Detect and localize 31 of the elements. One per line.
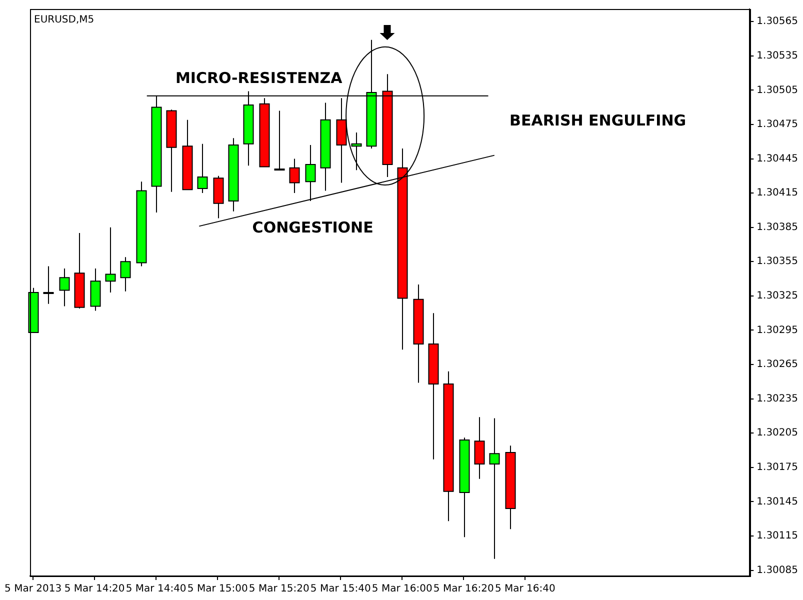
- candlestick: [474, 416, 485, 480]
- y-tick-label: 1.30325: [756, 290, 798, 302]
- annotation: MICRO-RESISTENZA: [175, 69, 343, 88]
- y-tick-label: 1.30085: [756, 564, 798, 576]
- y-tick-label: 1.30565: [756, 16, 798, 28]
- y-tick-label: 1.30175: [756, 462, 798, 473]
- y-tick-label: 1.30475: [756, 119, 798, 130]
- y-tick-label: 1.30265: [756, 359, 798, 370]
- x-tick-label: 5 Mar 16:20: [433, 584, 494, 595]
- y-tick-label: 1.30385: [756, 222, 798, 233]
- x-tick-label: 5 Mar 16:40: [494, 584, 556, 595]
- x-tick-label: 5 Mar 15:20: [248, 584, 310, 595]
- x-tick-label: 5 Mar 15:40: [310, 584, 371, 595]
- y-tick-label: 1.30535: [756, 50, 798, 62]
- x-tick-label: 5 Mar 15:00: [187, 584, 248, 595]
- text: EURUSD,M5: [34, 14, 94, 26]
- y-tick-label: 1.30115: [756, 530, 798, 542]
- y-tick-label: 1.30205: [756, 428, 798, 439]
- x-tick-label: 5 Mar 16:00: [372, 584, 432, 595]
- y-tick-label: 1.30445: [756, 153, 798, 164]
- y-tick-label: 1.30355: [756, 256, 798, 268]
- y-tick-label: 1.30235: [756, 393, 798, 404]
- y-tick-label: 1.30145: [756, 496, 798, 508]
- x-tick-label: 5 Mar 14:20: [64, 584, 125, 595]
- x-tick-label: 5 Mar 14:40: [126, 584, 186, 595]
- y-tick-label: 1.30505: [756, 84, 798, 96]
- y-tick-label: 1.30415: [756, 188, 798, 199]
- annotation: CONGESTIONE: [252, 218, 374, 236]
- annotation: BEARISH ENGULFING: [510, 112, 686, 130]
- x-tick-label: 5 Mar 2013: [4, 584, 62, 595]
- y-tick-label: 1.30295: [756, 324, 798, 336]
